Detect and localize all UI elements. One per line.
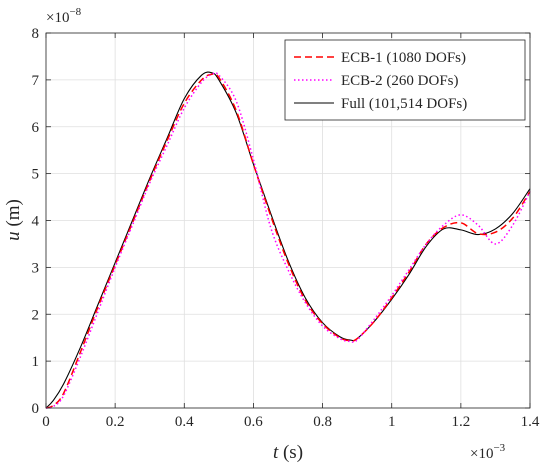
y-axis-multiplier: ×10−8 xyxy=(46,6,82,26)
series-line-0 xyxy=(45,72,531,409)
x-axis-multiplier: ×10−3 xyxy=(470,442,506,462)
x-tick-label: 0.6 xyxy=(244,414,263,430)
series-line-2 xyxy=(45,71,531,409)
tick-labels: 0 0.2 0.4 0.6 0.8 1 1.2 1.4 0 1 2 3 4 5 6 7 8 xyxy=(32,26,540,430)
x-tick-label: 1.2 xyxy=(451,414,470,430)
y-tick-label: 1 xyxy=(32,354,40,370)
x-tick-label: 0.8 xyxy=(313,414,332,430)
x-tick-label: 0.2 xyxy=(106,414,125,430)
x-axis-var: t xyxy=(273,442,279,463)
y-tick-label: 0 xyxy=(32,401,40,417)
ticks xyxy=(45,32,531,409)
y-tick-label: 6 xyxy=(32,120,40,136)
y-axis-var: u xyxy=(3,231,24,241)
x-tick-label: 0.4 xyxy=(175,414,194,430)
legend: ECB-1 (1080 DOFs) ECB-2 (260 DOFs) Full … xyxy=(284,39,526,121)
y-multiplier-exp: −8 xyxy=(69,6,81,18)
x-tick-label: 1 xyxy=(388,414,396,430)
legend-label-ecb2: ECB-2 (260 DOFs) xyxy=(341,73,459,89)
x-axis-unit: (s) xyxy=(278,442,303,463)
legend-label-ecb1: ECB-1 (1080 DOFs) xyxy=(341,50,466,66)
y-axis-unit: (m) xyxy=(3,199,24,231)
y-tick-label: 8 xyxy=(32,26,40,42)
x-multiplier-exp: −3 xyxy=(493,442,505,454)
y-tick-label: 5 xyxy=(32,167,40,183)
legend-box xyxy=(284,39,526,121)
y-multiplier-base: ×10 xyxy=(46,10,69,26)
x-axis-label: t (s) xyxy=(273,442,303,463)
series-layer xyxy=(45,71,531,409)
y-tick-label: 4 xyxy=(32,214,40,230)
y-axis-label: u (m) xyxy=(3,199,24,241)
y-tick-label: 2 xyxy=(32,307,40,323)
x-multiplier-base: ×10 xyxy=(470,446,493,462)
x-tick-label: 0 xyxy=(42,414,50,430)
y-tick-label: 7 xyxy=(32,73,40,89)
x-tick-label: 1.4 xyxy=(521,414,540,430)
y-tick-label: 3 xyxy=(32,260,40,276)
legend-label-full: Full (101,514 DOFs) xyxy=(341,96,467,112)
